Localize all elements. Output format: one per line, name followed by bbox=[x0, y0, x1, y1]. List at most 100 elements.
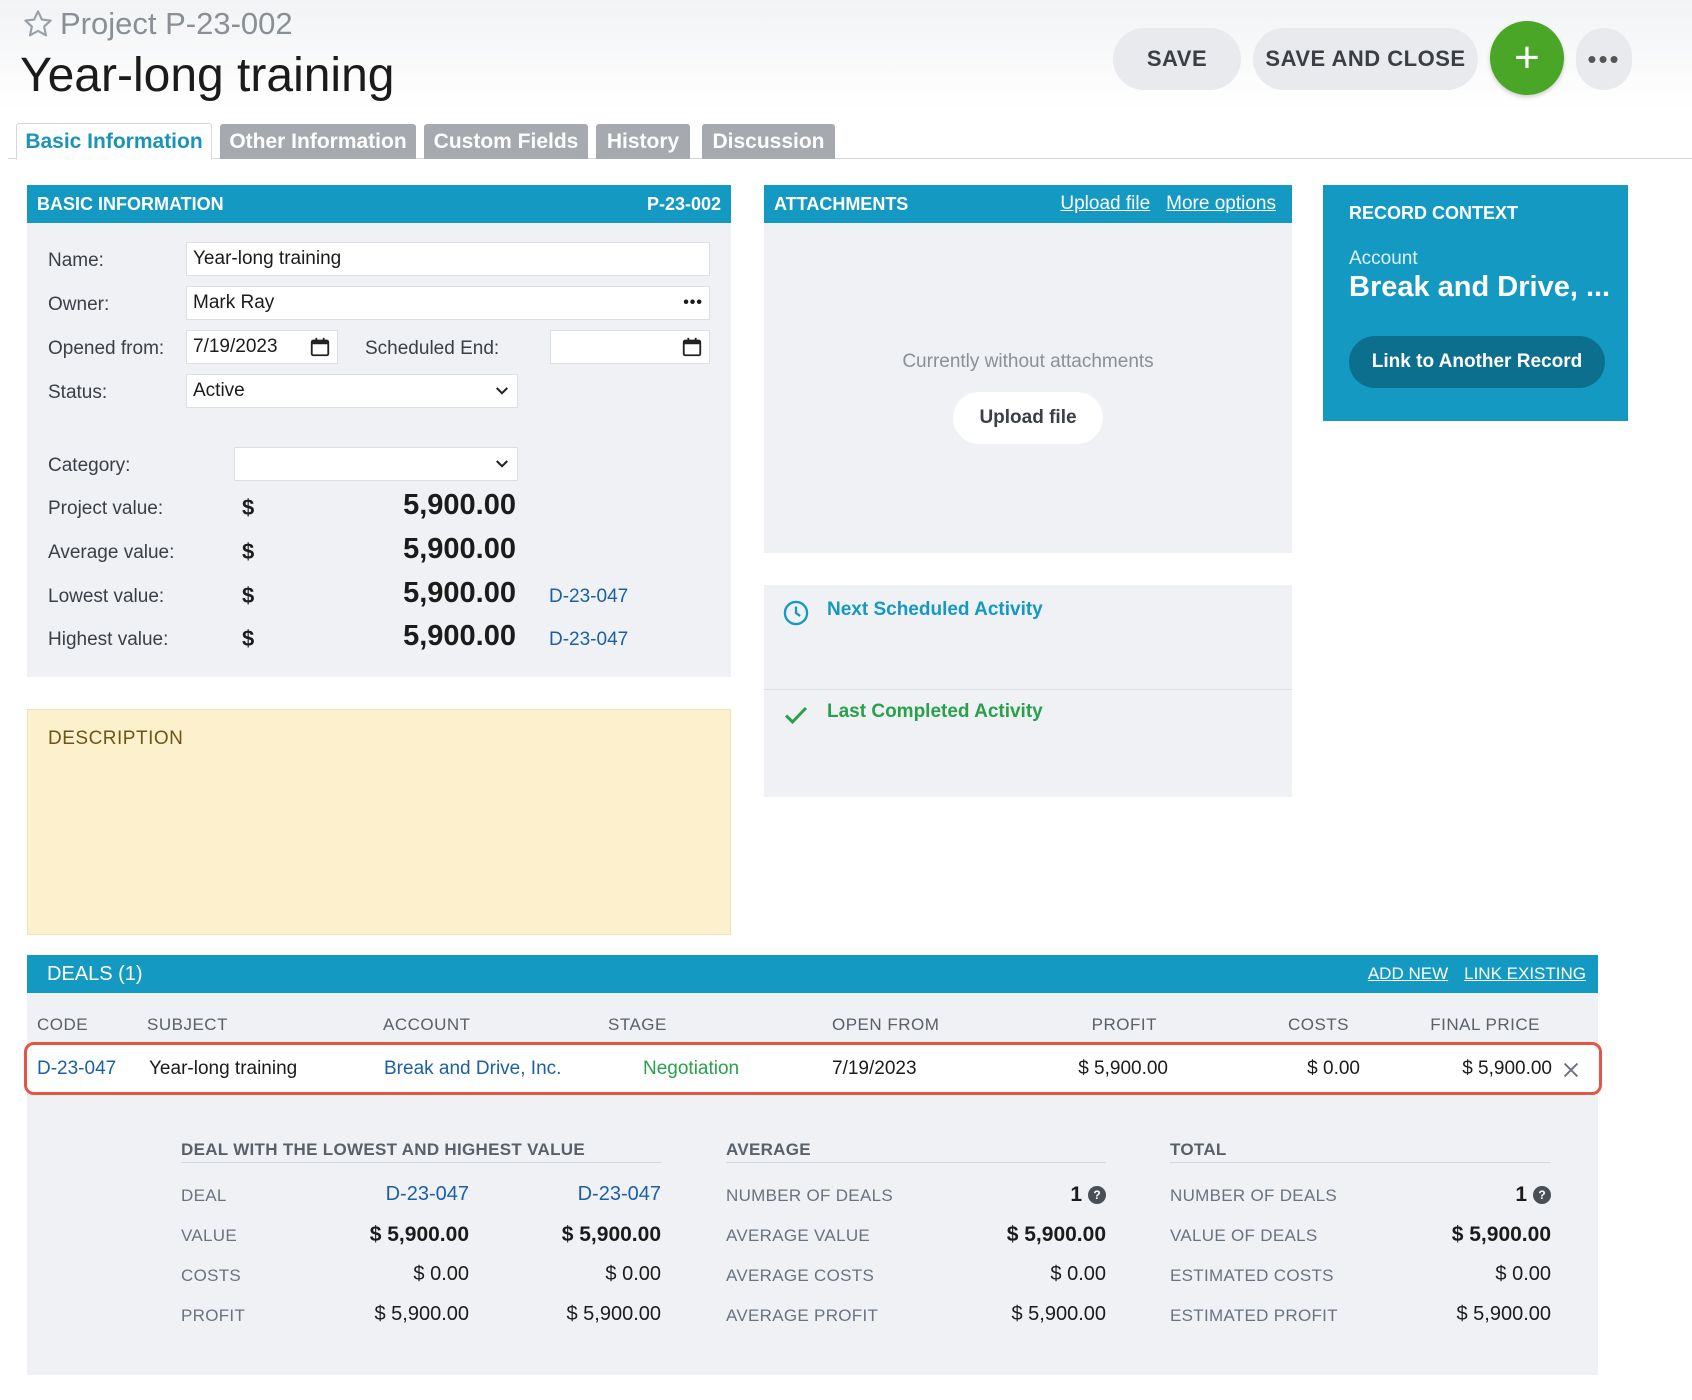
tab-history[interactable]: History bbox=[596, 124, 690, 159]
column-header-open-from[interactable]: OPEN FROM bbox=[832, 1015, 940, 1034]
highest-deal-link[interactable]: D-23-047 bbox=[549, 629, 629, 650]
tab-discussion[interactable]: Discussion bbox=[702, 124, 835, 159]
link-to-another-record-button[interactable]: Link to Another Record bbox=[1349, 336, 1605, 388]
column-header-stage[interactable]: STAGE bbox=[608, 1015, 667, 1034]
category-select[interactable] bbox=[234, 447, 518, 481]
add-button[interactable]: + bbox=[1490, 21, 1564, 95]
record-kicker: Project P-23-002 bbox=[22, 6, 293, 42]
activities-divider bbox=[764, 689, 1292, 690]
deal-subject[interactable]: Year-long training bbox=[149, 1058, 298, 1079]
column-header-profit[interactable]: PROFIT bbox=[1091, 1015, 1157, 1034]
deal-open-from: 7/19/2023 bbox=[832, 1058, 917, 1079]
help-icon[interactable]: ? bbox=[1088, 1186, 1106, 1205]
clock-icon bbox=[783, 600, 809, 626]
attachments-empty-text: Currently without attachments bbox=[902, 351, 1154, 372]
highest-deal-profit: $ 5,900.00 bbox=[566, 1303, 661, 1325]
total-profit: $ 5,900.00 bbox=[1456, 1303, 1551, 1325]
record-kicker-text: Project P-23-002 bbox=[60, 6, 293, 41]
name-field[interactable]: Year-long training bbox=[186, 242, 710, 276]
save-and-close-button[interactable]: SAVE AND CLOSE bbox=[1253, 28, 1478, 90]
lowhigh-costs-label: COSTS bbox=[181, 1266, 242, 1285]
highest-deal-summary-link[interactable]: D-23-047 bbox=[577, 1183, 661, 1205]
check-icon bbox=[785, 706, 808, 725]
lowest-value-currency: $ bbox=[242, 583, 255, 608]
column-header-final-price[interactable]: FINAL PRICE bbox=[1430, 1015, 1540, 1034]
average-profit: $ 5,900.00 bbox=[1011, 1303, 1106, 1325]
description-box[interactable] bbox=[27, 709, 731, 935]
lowest-value-label: Lowest value: bbox=[48, 586, 165, 607]
help-icon[interactable]: ? bbox=[1533, 1186, 1551, 1205]
calendar-icon[interactable] bbox=[681, 336, 703, 358]
average-count-value: 1 bbox=[1070, 1183, 1082, 1206]
chevron-down-icon bbox=[496, 387, 508, 395]
average-divider bbox=[726, 1162, 1106, 1163]
more-options-link[interactable]: More options bbox=[1166, 193, 1276, 214]
upload-file-button[interactable]: Upload file bbox=[953, 392, 1103, 444]
name-label: Name: bbox=[48, 250, 104, 271]
tab-other-information[interactable]: Other Information bbox=[220, 124, 416, 159]
deal-final-price: $ 5,900.00 bbox=[1462, 1058, 1552, 1079]
deal-code-link[interactable]: D-23-047 bbox=[37, 1058, 117, 1079]
lowest-deal-costs: $ 0.00 bbox=[413, 1263, 469, 1285]
average-value-label: AVERAGE VALUE bbox=[726, 1226, 871, 1245]
owner-picker-button[interactable]: ••• bbox=[683, 294, 703, 311]
lowest-deal-link[interactable]: D-23-047 bbox=[549, 586, 629, 607]
total-profit-label: ESTIMATED PROFIT bbox=[1170, 1306, 1338, 1325]
total-count-label: NUMBER OF DEALS bbox=[1170, 1186, 1337, 1205]
basic-information-header: BASIC INFORMATION P-23-002 bbox=[27, 185, 731, 223]
attachments-heading: ATTACHMENTS bbox=[774, 193, 909, 214]
opened-from-value: 7/19/2023 bbox=[193, 336, 278, 357]
status-select[interactable]: Active bbox=[186, 374, 518, 408]
average-count-label: NUMBER OF DEALS bbox=[726, 1186, 893, 1205]
average-costs-label: AVERAGE COSTS bbox=[726, 1266, 875, 1285]
total-costs-label: ESTIMATED COSTS bbox=[1170, 1266, 1334, 1285]
lowest-value: 5,900.00 bbox=[403, 577, 516, 609]
status-label: Status: bbox=[48, 382, 108, 403]
column-header-account[interactable]: ACCOUNT bbox=[383, 1015, 471, 1034]
calendar-icon[interactable] bbox=[309, 336, 331, 358]
owner-value: Mark Ray bbox=[193, 292, 275, 313]
lowest-deal-summary-link[interactable]: D-23-047 bbox=[385, 1183, 469, 1205]
highest-value: 5,900.00 bbox=[403, 620, 516, 652]
deal-account-link[interactable]: Break and Drive, Inc. bbox=[384, 1058, 562, 1079]
opened-from-field[interactable]: 7/19/2023 bbox=[186, 330, 338, 364]
total-count: 1? bbox=[1395, 1183, 1551, 1207]
more-options-button[interactable]: ••• bbox=[1576, 28, 1632, 90]
average-value-summary: $ 5,900.00 bbox=[1006, 1223, 1106, 1246]
link-existing-deal-link[interactable]: LINK EXISTING bbox=[1464, 964, 1586, 983]
owner-field[interactable]: Mark Ray ••• bbox=[186, 286, 710, 320]
status-value: Active bbox=[193, 380, 245, 401]
highest-deal-value: $ 5,900.00 bbox=[561, 1223, 661, 1246]
lowhigh-heading: DEAL WITH THE LOWEST AND HIGHEST VALUE bbox=[181, 1140, 585, 1159]
page-title: Year-long training bbox=[20, 49, 395, 102]
project-code: P-23-002 bbox=[646, 193, 721, 214]
total-count-value: 1 bbox=[1515, 1183, 1527, 1206]
scheduled-end-field[interactable] bbox=[550, 330, 710, 364]
column-header-subject[interactable]: SUBJECT bbox=[147, 1015, 228, 1034]
table-row-highlight[interactable] bbox=[24, 1042, 1602, 1095]
lowhigh-profit-label: PROFIT bbox=[181, 1306, 246, 1325]
highest-value-currency: $ bbox=[242, 626, 255, 651]
deal-stage: Negotiation bbox=[643, 1058, 740, 1079]
upload-file-link[interactable]: Upload file bbox=[1060, 193, 1151, 214]
average-value-currency: $ bbox=[242, 539, 255, 564]
star-icon[interactable] bbox=[22, 8, 54, 40]
column-header-costs[interactable]: COSTS bbox=[1287, 1015, 1349, 1034]
project-value: 5,900.00 bbox=[403, 489, 516, 521]
average-count: 1? bbox=[950, 1183, 1106, 1207]
add-new-deal-link[interactable]: ADD NEW bbox=[1367, 964, 1449, 983]
average-heading: AVERAGE bbox=[726, 1140, 811, 1159]
tab-custom-fields[interactable]: Custom Fields bbox=[424, 124, 588, 159]
tab-basic-information[interactable]: Basic Information bbox=[16, 123, 212, 160]
next-scheduled-activity[interactable]: Next Scheduled Activity bbox=[827, 599, 1043, 620]
column-header-code[interactable]: CODE bbox=[37, 1015, 89, 1034]
total-divider bbox=[1170, 1162, 1551, 1163]
lowest-deal-value: $ 5,900.00 bbox=[369, 1223, 469, 1246]
last-completed-activity[interactable]: Last Completed Activity bbox=[827, 701, 1043, 722]
tabs-divider bbox=[8, 158, 1692, 159]
average-value: 5,900.00 bbox=[403, 533, 516, 565]
close-icon[interactable] bbox=[1560, 1059, 1582, 1081]
account-value-link[interactable]: Break and Drive, ... bbox=[1349, 271, 1611, 303]
basic-information-heading: BASIC INFORMATION bbox=[37, 193, 224, 214]
save-button[interactable]: SAVE bbox=[1113, 28, 1241, 90]
